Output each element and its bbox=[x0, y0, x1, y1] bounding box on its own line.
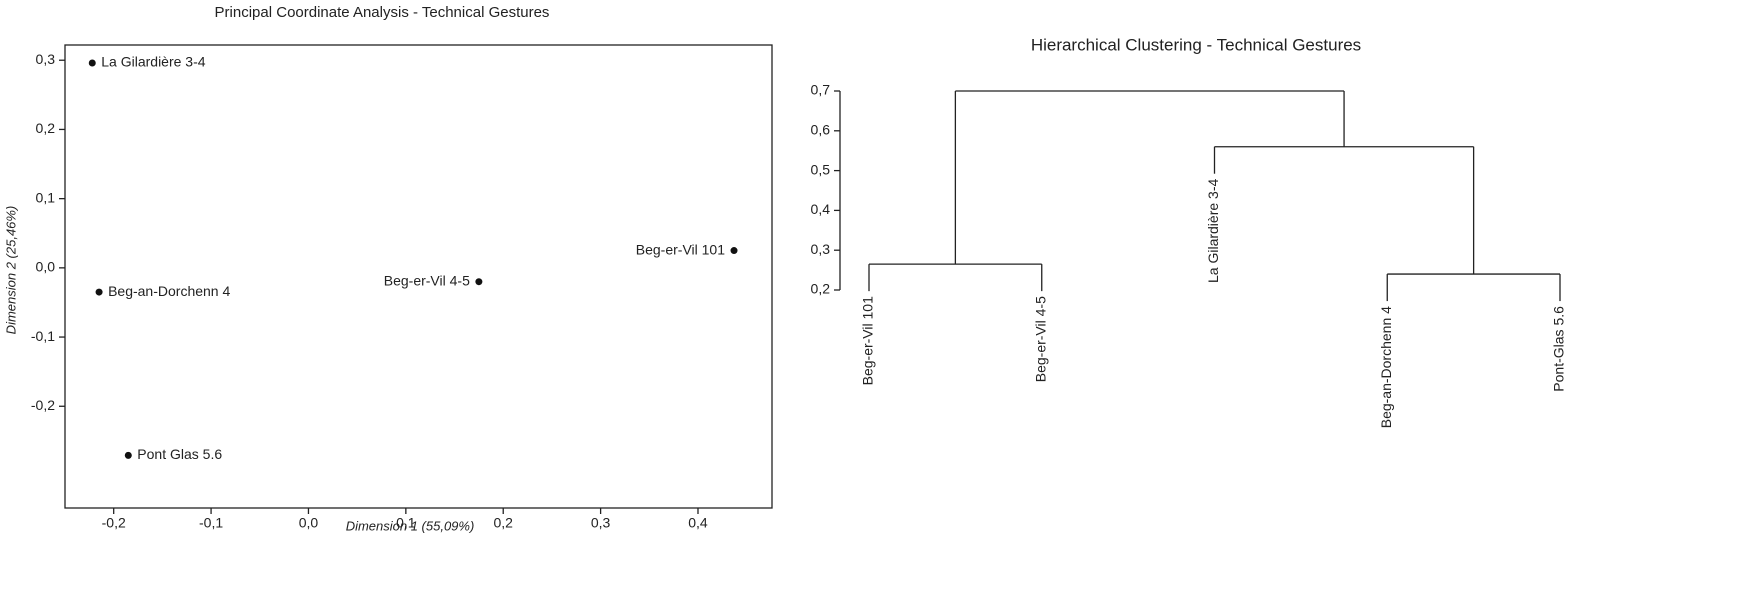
y-tick-label: 0,7 bbox=[811, 82, 831, 98]
x-tick-label: -0,1 bbox=[199, 515, 223, 531]
point-label: Beg-er-Vil 101 bbox=[636, 241, 725, 257]
y-tick-label: 0,1 bbox=[36, 189, 56, 205]
y-tick-label: -0,1 bbox=[31, 328, 55, 344]
x-tick-label: 0,4 bbox=[688, 515, 708, 531]
y-tick-label: 0,0 bbox=[36, 259, 56, 275]
x-axis-label: Dimension 1 (55,09%) bbox=[346, 518, 475, 533]
leaf-label: La Gilardière 3-4 bbox=[1205, 179, 1221, 283]
point-label: Pont Glas 5.6 bbox=[137, 446, 222, 462]
plot-frame bbox=[64, 44, 773, 509]
y-tick-label: 0,2 bbox=[811, 281, 831, 297]
point bbox=[730, 247, 738, 255]
point-label: Beg-an-Dorchenn 4 bbox=[108, 283, 230, 299]
point bbox=[95, 288, 103, 296]
y-tick-label: 0,3 bbox=[811, 241, 831, 257]
y-tick-label: 0,5 bbox=[811, 161, 831, 177]
y-tick-label: -0,2 bbox=[31, 397, 55, 413]
leaf-label: Beg-an-Dorchenn 4 bbox=[1378, 306, 1394, 428]
point-label: Beg-er-Vil 4-5 bbox=[384, 272, 470, 288]
x-tick-label: 0,1 bbox=[396, 515, 416, 531]
leaf-label: Pont-Glas 5.6 bbox=[1551, 306, 1567, 392]
point-label: La Gilardière 3-4 bbox=[101, 54, 205, 70]
x-tick-label: 0,3 bbox=[591, 515, 611, 531]
y-tick-label: 0,4 bbox=[811, 201, 831, 217]
point bbox=[475, 278, 483, 286]
leaf-label: Beg-er-Vil 101 bbox=[860, 296, 876, 385]
y-tick-label: 0,3 bbox=[36, 51, 56, 67]
x-tick-label: 0,2 bbox=[493, 515, 513, 531]
point bbox=[88, 59, 96, 67]
x-tick-label: -0,2 bbox=[102, 515, 126, 531]
y-axis-label: Dimension 2 (25,46%) bbox=[3, 206, 18, 335]
y-tick-label: 0,2 bbox=[36, 120, 56, 136]
chart-title: Principal Coordinate Analysis - Technica… bbox=[215, 4, 550, 21]
chart-title: Hierarchical Clustering - Technical Gest… bbox=[1031, 35, 1361, 54]
leaf-label: Beg-er-Vil 4-5 bbox=[1032, 296, 1048, 382]
x-tick-label: 0,0 bbox=[299, 515, 319, 531]
y-tick-label: 0,6 bbox=[811, 122, 831, 138]
point bbox=[124, 451, 132, 459]
